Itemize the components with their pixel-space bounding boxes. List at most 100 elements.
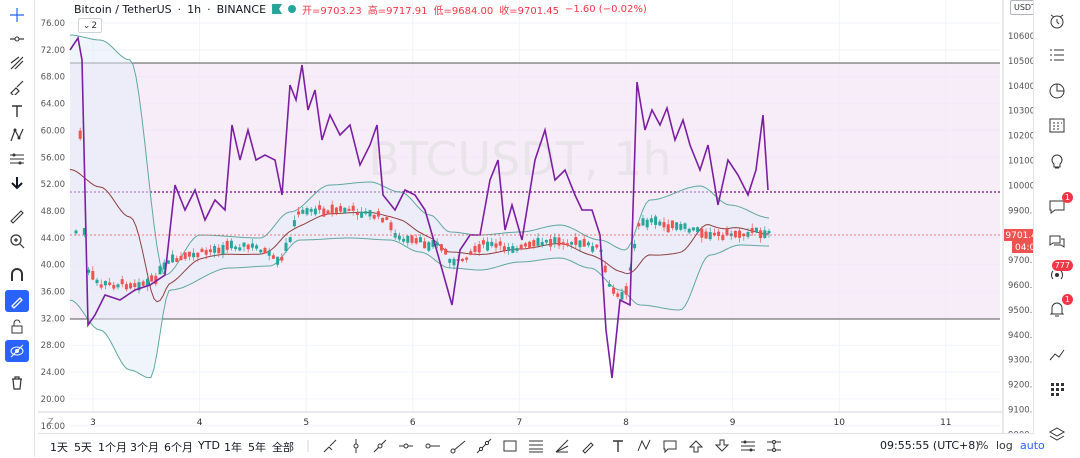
bottom-long-position-icon[interactable] [740, 438, 756, 454]
percent-scale-toggle[interactable]: % [978, 439, 989, 452]
candle-body [355, 212, 359, 215]
zoom-icon[interactable] [5, 230, 29, 252]
ohlc-change: −1.60 (−0.02%) [564, 3, 647, 15]
candle-body [456, 258, 460, 262]
range-divider [307, 440, 309, 452]
stay-drawing-icon[interactable] [5, 290, 29, 312]
candle-body [645, 219, 649, 228]
bottom-extended-line-icon[interactable] [476, 438, 492, 454]
lock-icon[interactable] [5, 316, 29, 338]
crosshair-icon[interactable] [5, 4, 29, 26]
timeframe-1m[interactable]: 1个月 [98, 441, 127, 454]
candle-body [553, 237, 557, 244]
alarm-clock-icon[interactable] [1043, 8, 1071, 34]
candle-body [633, 243, 637, 249]
layers-icon[interactable] [1043, 422, 1071, 448]
candle-body [326, 210, 330, 215]
bottom-vertical-line-icon[interactable] [348, 438, 364, 454]
bottom-fib-fan-icon[interactable] [554, 438, 570, 454]
trend-line-icon[interactable] [5, 28, 29, 50]
bollinger-fill [70, 35, 769, 378]
bottom-fib-icon[interactable] [528, 438, 544, 454]
currency-label[interactable]: USDT [1010, 0, 1040, 15]
time-axis-tick: 4 [197, 418, 203, 428]
text-icon[interactable] [5, 100, 29, 122]
candle-body [582, 238, 586, 247]
candle-body [700, 228, 704, 238]
timeframe-1y[interactable]: 1年 [224, 441, 242, 454]
timeframe-3m[interactable]: 3个月 [130, 441, 159, 454]
bottom-horizontal-line-icon[interactable] [398, 438, 414, 454]
alerts-icon[interactable]: 1 [1043, 294, 1073, 322]
left-axis-tick: 36.00 [41, 288, 65, 298]
timeframe-ytd[interactable]: YTD [198, 439, 220, 452]
bottom-trend-line-icon[interactable] [372, 438, 388, 454]
clock[interactable]: 09:55:55 (UTC+8) [880, 439, 980, 452]
trash-icon[interactable] [5, 372, 29, 394]
interval[interactable]: 1h [187, 2, 202, 16]
watchlist-icon[interactable] [1043, 42, 1071, 68]
timeframe-5d[interactable]: 5天 [74, 441, 92, 454]
bottom-pattern-icon[interactable] [636, 438, 652, 454]
bottom-horizontal-ray-icon[interactable] [424, 438, 440, 454]
candle-body [364, 211, 368, 214]
candle-body [217, 247, 221, 254]
calendar-icon[interactable] [1043, 112, 1071, 138]
timeframe-6m[interactable]: 6个月 [164, 441, 193, 454]
brush-icon[interactable] [5, 76, 29, 98]
streams-icon[interactable]: 777 [1043, 260, 1073, 288]
candle-body [263, 247, 267, 254]
time-axis-tick: 10 [833, 418, 845, 428]
candle-body [313, 208, 317, 215]
bottom-text-icon[interactable] [610, 438, 626, 454]
pie-chart-icon[interactable] [1043, 78, 1071, 104]
bottom-arrow-down-icon[interactable] [714, 438, 730, 454]
bottom-rectangle-icon[interactable] [502, 438, 518, 454]
candle-body [603, 265, 607, 273]
lightbulb-icon[interactable] [1043, 148, 1071, 174]
bottom-arrow-up-icon[interactable] [688, 438, 704, 454]
left-axis-tick: 76.00 [41, 19, 65, 29]
watermark: BTCUSDT, 1h [368, 132, 671, 186]
time-axis-tick: 7 [517, 418, 523, 428]
flag-icon[interactable] [272, 4, 283, 14]
timeframe-5y[interactable]: 5年 [248, 441, 266, 454]
candles [74, 127, 771, 301]
candle-body [481, 240, 485, 245]
arrow-down-icon[interactable] [5, 172, 29, 194]
ruler-icon[interactable] [5, 206, 29, 228]
auto-scale-toggle[interactable]: auto [1020, 439, 1045, 452]
messages-icon[interactable] [1043, 228, 1071, 254]
candle-body [423, 241, 427, 249]
candle-body [250, 243, 254, 248]
ohlc-close: 收=9701.45 [499, 5, 559, 17]
symbol-name[interactable]: Bitcoin / TetherUS [74, 2, 172, 16]
pattern-icon[interactable] [5, 124, 29, 146]
indicator-toggle-button[interactable]: ⌄ 2 [78, 18, 102, 33]
hotlist-icon[interactable] [1043, 376, 1071, 402]
bottom-date-range-icon[interactable] [766, 438, 782, 454]
bollinger-lower [69, 237, 769, 379]
hide-drawings-icon[interactable] [5, 340, 29, 362]
magnet-icon[interactable] [5, 264, 29, 286]
bottom-brush-icon[interactable] [322, 438, 338, 454]
bottom-callout-icon[interactable] [662, 438, 678, 454]
pitchfork-icon[interactable] [5, 52, 29, 74]
ideas-icon[interactable] [1043, 342, 1071, 368]
candle-body [234, 246, 238, 250]
bottom-pen-icon[interactable] [580, 438, 596, 454]
candle-body [717, 231, 721, 237]
chat-icon[interactable]: 1 [1043, 192, 1073, 220]
prediction-icon[interactable] [5, 148, 29, 170]
candle-body [91, 271, 95, 280]
left-axis-tick: 44.00 [41, 234, 65, 244]
candle-body [271, 255, 275, 259]
bottom-ray-icon[interactable] [450, 438, 466, 454]
candle-body [763, 230, 767, 238]
log-scale-toggle[interactable]: log [996, 439, 1013, 452]
timeframe-all[interactable]: 全部 [272, 441, 294, 454]
left-axis-tick: 24.00 [41, 368, 65, 378]
timeframe-1d[interactable]: 1天 [50, 441, 68, 454]
candle-body [389, 222, 393, 231]
